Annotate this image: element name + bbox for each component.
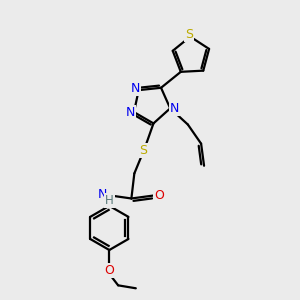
- Text: O: O: [104, 263, 114, 277]
- Text: H: H: [105, 194, 114, 207]
- Text: N: N: [126, 106, 135, 119]
- Text: O: O: [154, 189, 164, 202]
- Text: N: N: [130, 82, 140, 95]
- Text: N: N: [170, 102, 179, 115]
- Text: N: N: [98, 188, 107, 201]
- Text: S: S: [185, 28, 193, 41]
- Text: S: S: [139, 144, 147, 157]
